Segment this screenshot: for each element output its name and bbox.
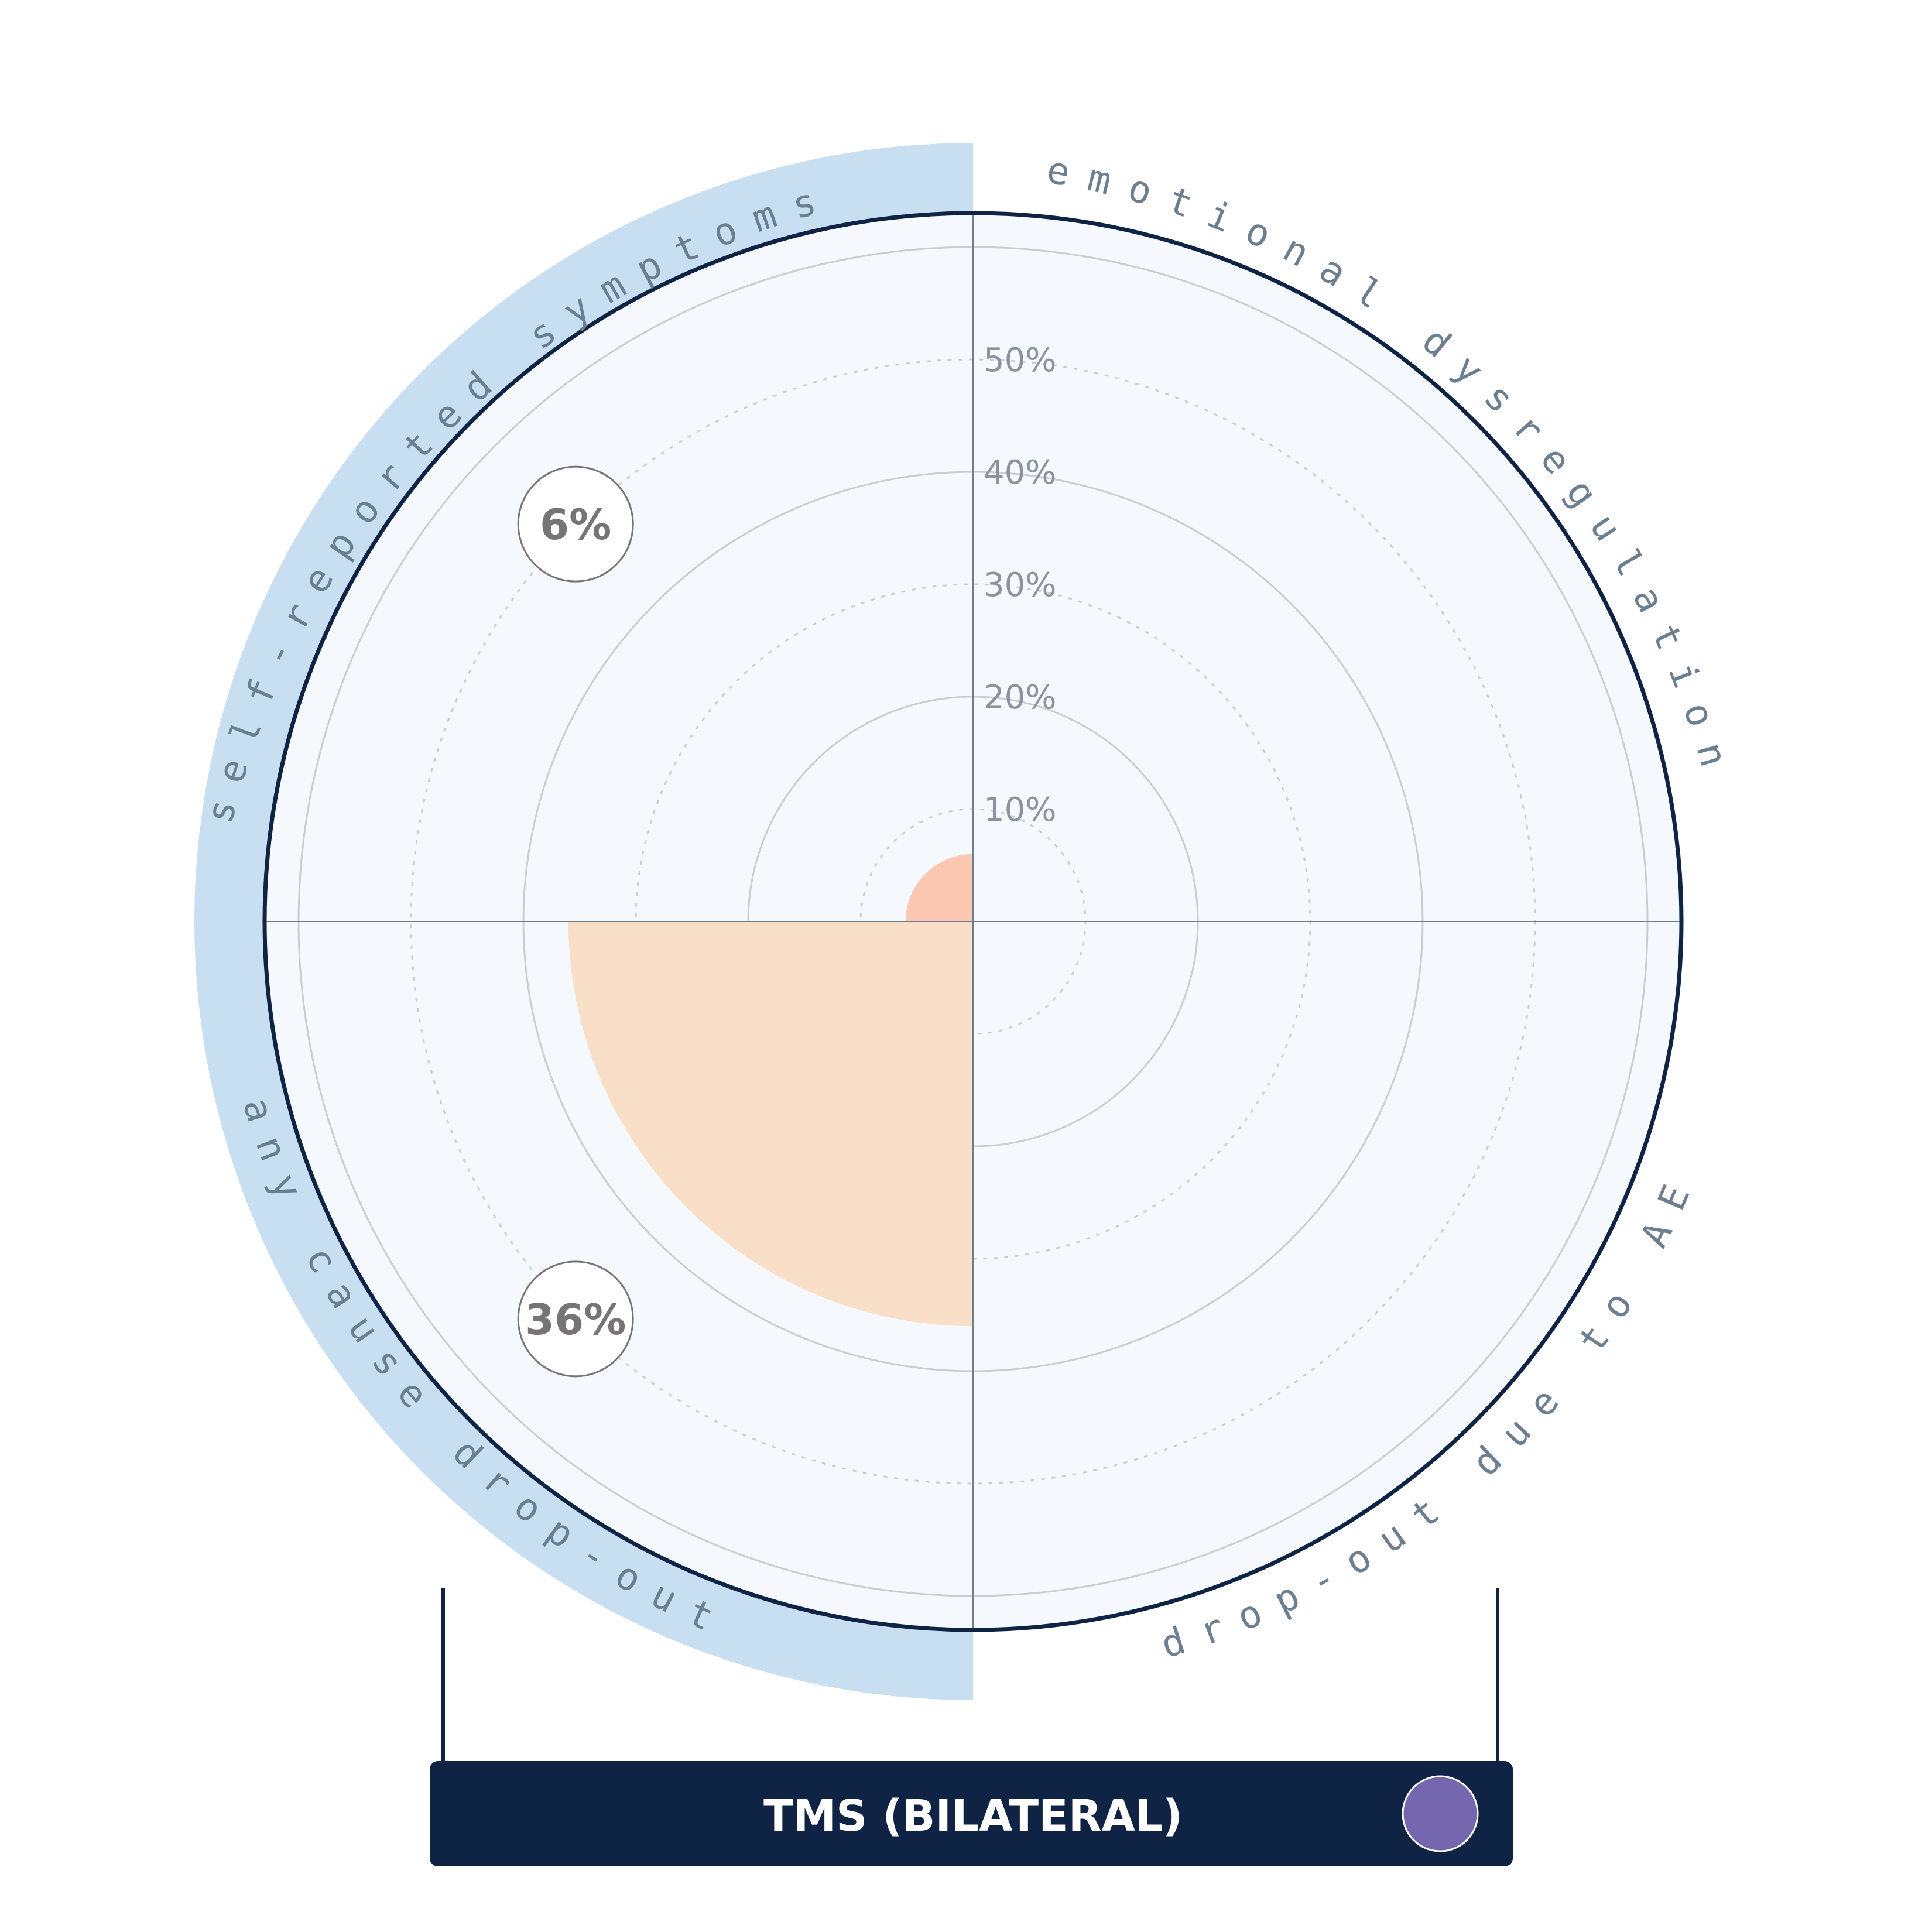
plot-outline bbox=[262, 211, 1684, 1632]
wedge-any-cause-drop-out bbox=[568, 922, 973, 1327]
title-bar bbox=[430, 1761, 1513, 1866]
tick-label-20pct: 20% bbox=[984, 679, 1056, 717]
value-badge-2 bbox=[517, 1260, 634, 1378]
chart-title: TMS (BILATERAL) bbox=[763, 1791, 1183, 1841]
series-color-marker bbox=[1402, 1775, 1479, 1852]
title-bar-group: TMS (BILATERAL) bbox=[430, 1588, 1513, 1866]
tick-label-10pct: 10% bbox=[984, 791, 1056, 829]
tick-label-30pct: 30% bbox=[984, 566, 1056, 604]
value-badge-3 bbox=[517, 465, 634, 583]
value-label-2: 36% bbox=[525, 1295, 626, 1344]
value-label-3: 6% bbox=[540, 500, 611, 549]
tick-label-50pct: 50% bbox=[984, 341, 1056, 379]
wedge-self-reported-symptoms bbox=[905, 854, 973, 922]
tick-label-40pct: 40% bbox=[984, 454, 1056, 492]
